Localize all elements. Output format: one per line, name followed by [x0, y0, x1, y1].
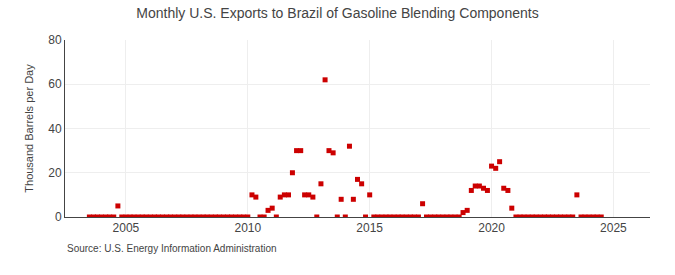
svg-text:40: 40	[48, 122, 62, 136]
svg-text:20: 20	[48, 166, 62, 180]
svg-text:2005: 2005	[113, 221, 140, 235]
svg-text:2025: 2025	[600, 221, 627, 235]
svg-text:Thousand Barrels per Day: Thousand Barrels per Day	[23, 64, 35, 193]
svg-text:2020: 2020	[478, 221, 505, 235]
svg-text:2015: 2015	[356, 221, 383, 235]
svg-text:2010: 2010	[234, 221, 261, 235]
svg-text:0: 0	[55, 210, 62, 224]
svg-text:60: 60	[48, 77, 62, 91]
svg-text:Source: U.S. Energy Informatio: Source: U.S. Energy Information Administ…	[67, 243, 277, 254]
svg-text:Monthly U.S. Exports to Brazil: Monthly U.S. Exports to Brazil of Gasoli…	[136, 5, 538, 21]
svg-text:80: 80	[48, 33, 62, 47]
